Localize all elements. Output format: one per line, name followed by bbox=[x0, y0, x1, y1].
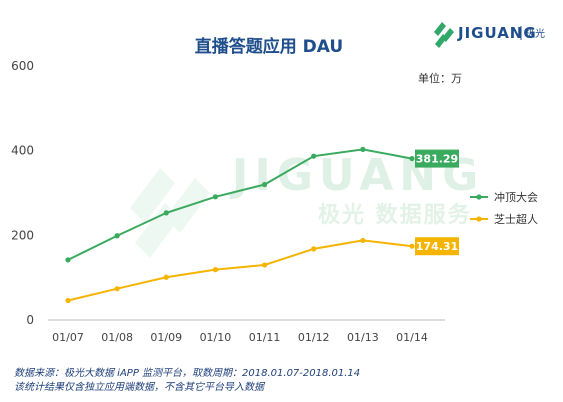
chart-title: 直播答题应用 DAU bbox=[195, 36, 343, 57]
legend-label: 芝士超人 bbox=[494, 212, 538, 226]
x-tick-label: 01/08 bbox=[101, 331, 133, 344]
data-label: 381.29 bbox=[416, 153, 458, 166]
y-axis: 0 200 400 600 bbox=[11, 59, 34, 327]
watermark-logo-icon bbox=[130, 168, 210, 258]
data-label-box bbox=[415, 237, 459, 256]
series-line bbox=[67, 148, 413, 261]
data-point bbox=[261, 262, 268, 268]
x-tick-label: 01/12 bbox=[298, 331, 330, 344]
x-tick-label: 01/09 bbox=[150, 331, 182, 344]
x-tick-label: 01/14 bbox=[396, 331, 428, 344]
data-point bbox=[311, 153, 317, 159]
data-point bbox=[409, 243, 415, 249]
data-point bbox=[409, 155, 415, 162]
brand-sub: 极光 bbox=[525, 27, 545, 40]
data-point bbox=[65, 257, 71, 263]
x-axis: 01/07 01/08 01/09 01/10 01/11 01/12 01/13 01/14 bbox=[52, 331, 428, 344]
data-point bbox=[212, 267, 219, 273]
unit-label: 单位：万 bbox=[418, 71, 462, 85]
jiguang-logo-icon bbox=[434, 22, 454, 48]
y-tick-label: 0 bbox=[26, 313, 34, 327]
data-point bbox=[114, 286, 120, 292]
x-tick-label: 01/07 bbox=[52, 331, 84, 344]
y-tick-label: 600 bbox=[11, 59, 34, 73]
x-tick-label: 01/11 bbox=[249, 331, 281, 344]
y-tick-label: 400 bbox=[11, 144, 34, 158]
data-point bbox=[114, 233, 120, 239]
legend-marker bbox=[476, 216, 482, 222]
data-point bbox=[163, 274, 169, 280]
data-point bbox=[360, 146, 366, 152]
data-point bbox=[261, 181, 268, 188]
data-label: 174.31 bbox=[416, 240, 458, 253]
brand-logo: JIGUANG 极光 bbox=[434, 22, 545, 48]
data-point bbox=[212, 194, 219, 200]
data-label-box bbox=[415, 149, 459, 168]
footer-note: 该统计结果仅含独立应用端数据，不含其它平台导入数据 bbox=[14, 381, 266, 393]
footer-source: 数据来源：极光大数据 iAPP 监测平台，取数周期：2018.01.07-201… bbox=[14, 367, 360, 379]
data-point bbox=[360, 237, 366, 244]
x-tick-label: 01/13 bbox=[347, 331, 379, 344]
y-tick-label: 200 bbox=[11, 228, 34, 242]
legend-label: 冲顶大会 bbox=[494, 190, 538, 204]
series-layer: 381.29 174.31 bbox=[65, 146, 459, 304]
x-tick-label: 01/10 bbox=[200, 331, 232, 344]
data-point bbox=[65, 297, 71, 304]
series-line bbox=[67, 239, 413, 302]
watermark-subtext: 极光 数据服务 bbox=[318, 202, 472, 228]
legend-marker bbox=[476, 194, 482, 200]
data-point bbox=[311, 246, 317, 252]
data-point bbox=[163, 210, 169, 216]
brand-name: JIGUANG bbox=[457, 24, 537, 42]
